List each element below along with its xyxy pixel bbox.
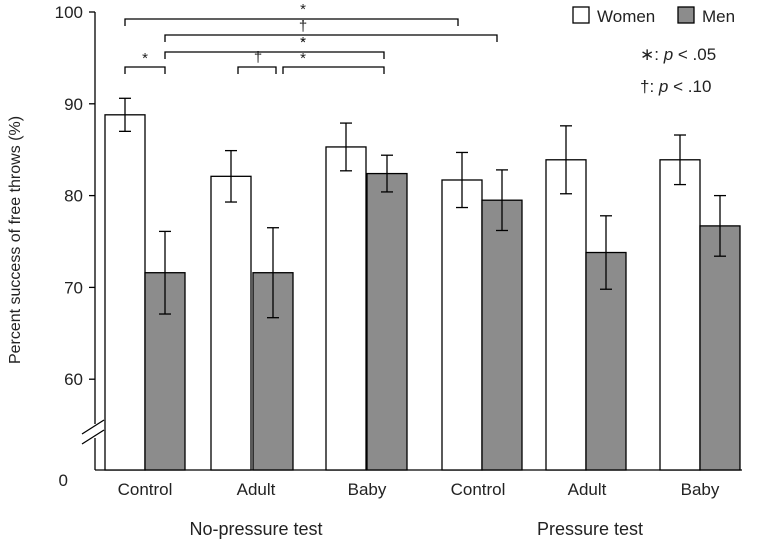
category-labels: Control Adult Baby Control Adult Baby No-press… [118, 480, 720, 539]
women-bar [104, 114, 146, 471]
note-0: ∗: p < .05 [640, 45, 716, 64]
significance-bracket [237, 66, 277, 74]
note-threshold: < .10 [668, 77, 711, 96]
note-p: p [658, 77, 668, 96]
legend-swatch-men [677, 6, 695, 24]
y-tick-label: 90 [64, 95, 83, 114]
axis-break-mark [81, 419, 105, 435]
y-tick-label: 80 [64, 187, 83, 206]
women-bar [325, 146, 367, 471]
significance-bracket [282, 66, 385, 74]
significance-bracket [164, 51, 385, 59]
women-bar [545, 159, 587, 471]
note-text: : [649, 77, 658, 96]
legend-label-men: Men [702, 7, 735, 26]
significance-symbol: † [299, 18, 307, 35]
category-label: Adult [568, 480, 607, 499]
significance-notes: ∗: p < .05 †: p < .10 [640, 45, 716, 96]
note-symbol: ∗ [640, 45, 654, 64]
y-tick-label: 60 [64, 370, 83, 389]
men-bar [699, 225, 741, 471]
y-axis-label: Percent success of free throws (%) [7, 116, 24, 364]
y-tick-label-zero: 0 [59, 471, 68, 490]
note-p: p [663, 45, 673, 64]
note-text: : [654, 45, 663, 64]
significance-symbol: * [300, 34, 306, 51]
axes: 100 90 80 70 60 0 [55, 3, 742, 490]
legend-label-women: Women [597, 7, 655, 26]
note-1: †: p < .10 [640, 77, 711, 96]
significance-symbol: * [300, 34, 306, 51]
significance-bracket [164, 34, 498, 42]
significance-bracket [124, 66, 166, 74]
men-bar [481, 199, 523, 471]
category-label: Control [451, 480, 506, 499]
significance-bracket [124, 18, 459, 26]
significance-symbol: * [300, 50, 306, 67]
women-bar [441, 179, 483, 471]
note-threshold: < .05 [673, 45, 716, 64]
note-symbol: † [640, 77, 649, 96]
bars [104, 97, 741, 471]
group-label: Pressure test [537, 519, 643, 539]
women-bar [659, 159, 701, 471]
category-label: Baby [681, 480, 720, 499]
legend: Women Men [572, 6, 735, 26]
significance-symbol: * [300, 1, 306, 18]
legend-swatch-women [572, 6, 590, 24]
axis-break-mark [81, 429, 105, 445]
group-label: No-pressure test [189, 519, 322, 539]
category-label: Adult [237, 480, 276, 499]
significance-symbol: * [142, 50, 148, 67]
significance-symbol: † [254, 49, 262, 66]
category-label: Baby [348, 480, 387, 499]
y-tick-label: 70 [64, 278, 83, 297]
men-bar [366, 172, 408, 471]
significance-brackets: *†** †** [124, 1, 498, 74]
y-tick-label: 100 [55, 3, 83, 22]
women-bar [210, 175, 252, 471]
category-label: Control [118, 480, 173, 499]
